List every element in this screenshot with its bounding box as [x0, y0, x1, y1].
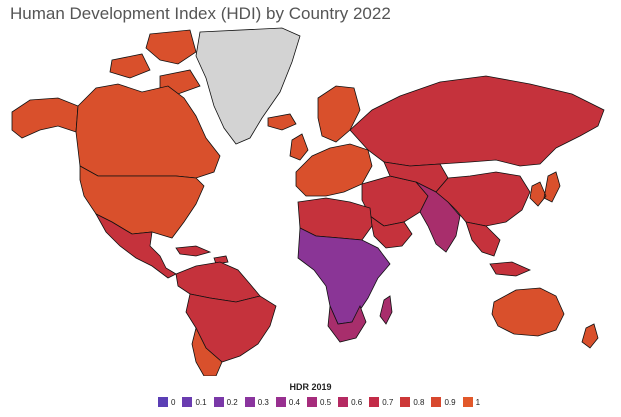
legend-title: HDR 2019 [289, 382, 332, 392]
region-europe[interactable] [295, 143, 373, 197]
legend-label: 0.8 [413, 397, 425, 407]
legend-swatch [400, 397, 411, 407]
legend-swatch [306, 397, 317, 407]
region-russia[interactable] [349, 75, 605, 167]
legend-swatch [182, 397, 193, 407]
legend-item: 0.1 [182, 397, 207, 407]
region-new-zealand[interactable] [581, 323, 599, 349]
legend-swatch [369, 397, 380, 407]
legend-swatch [275, 397, 286, 407]
legend-label: 0.1 [195, 397, 207, 407]
region-canada-islands[interactable] [109, 29, 201, 95]
region-south-america-north[interactable] [175, 261, 261, 303]
legend-label: 0.2 [226, 397, 238, 407]
region-greenland[interactable] [195, 27, 301, 145]
legend-swatch [244, 397, 255, 407]
legend-item: 0.2 [213, 397, 238, 407]
region-china[interactable] [435, 171, 531, 227]
region-sub-saharan-africa[interactable] [297, 227, 391, 325]
legend-swatch [462, 397, 473, 407]
region-arabia[interactable] [369, 215, 413, 249]
legend-item: 0.5 [306, 397, 332, 407]
legend-item: 0.8 [400, 397, 424, 407]
legend-swatch [431, 397, 442, 407]
legend-swatch [213, 397, 224, 407]
region-caribbean[interactable] [175, 245, 229, 265]
legend: 0 0.1 0.2 0.3 0.4 0.5 0.6 0.7 0.8 0.9 1 [158, 397, 487, 407]
legend-item: 0.7 [369, 397, 393, 407]
region-iceland[interactable] [267, 113, 297, 131]
region-madagascar[interactable] [379, 295, 393, 325]
legend-label: 0.5 [319, 397, 332, 407]
legend-label: 0.3 [257, 397, 269, 407]
world-map[interactable] [0, 26, 621, 376]
region-southeast-asia[interactable] [465, 221, 531, 277]
region-alaska[interactable] [11, 97, 79, 139]
legend-label: 1 [475, 397, 481, 407]
legend-swatch [338, 397, 349, 407]
region-usa[interactable] [79, 165, 205, 239]
legend-item: 0.4 [275, 397, 300, 407]
legend-label: 0.4 [288, 397, 300, 407]
legend-item: 0.6 [338, 397, 362, 407]
legend-item: 1 [462, 397, 481, 407]
legend-label: 0.7 [382, 397, 394, 407]
legend-label: 0 [171, 397, 176, 407]
region-mexico[interactable] [95, 213, 177, 279]
legend-label: 0.9 [444, 397, 456, 407]
legend-swatch [158, 397, 168, 407]
map-title: Human Development Index (HDI) by Country… [10, 4, 391, 23]
legend-label: 0.6 [351, 397, 363, 407]
region-canada[interactable] [75, 83, 221, 179]
region-australia[interactable] [491, 287, 565, 337]
region-uk[interactable] [289, 133, 309, 161]
region-southern-africa[interactable] [327, 304, 367, 343]
legend-item: 0.3 [244, 397, 269, 407]
region-southern-cone[interactable] [191, 326, 223, 376]
region-japan-korea[interactable] [529, 171, 561, 207]
legend-item: 0 [158, 397, 175, 407]
legend-item: 0.9 [431, 397, 456, 407]
